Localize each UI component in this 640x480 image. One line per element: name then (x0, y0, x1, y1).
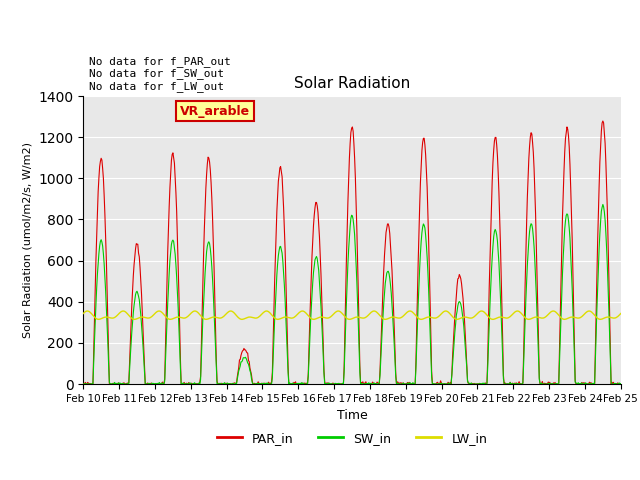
Legend: PAR_in, SW_in, LW_in: PAR_in, SW_in, LW_in (212, 427, 492, 450)
Title: Solar Radiation: Solar Radiation (294, 76, 410, 91)
Y-axis label: Solar Radiation (umol/m2/s, W/m2): Solar Radiation (umol/m2/s, W/m2) (23, 142, 33, 338)
Text: No data for f_PAR_out
No data for f_SW_out
No data for f_LW_out: No data for f_PAR_out No data for f_SW_o… (88, 56, 230, 92)
X-axis label: Time: Time (337, 409, 367, 422)
Text: VR_arable: VR_arable (180, 105, 250, 118)
